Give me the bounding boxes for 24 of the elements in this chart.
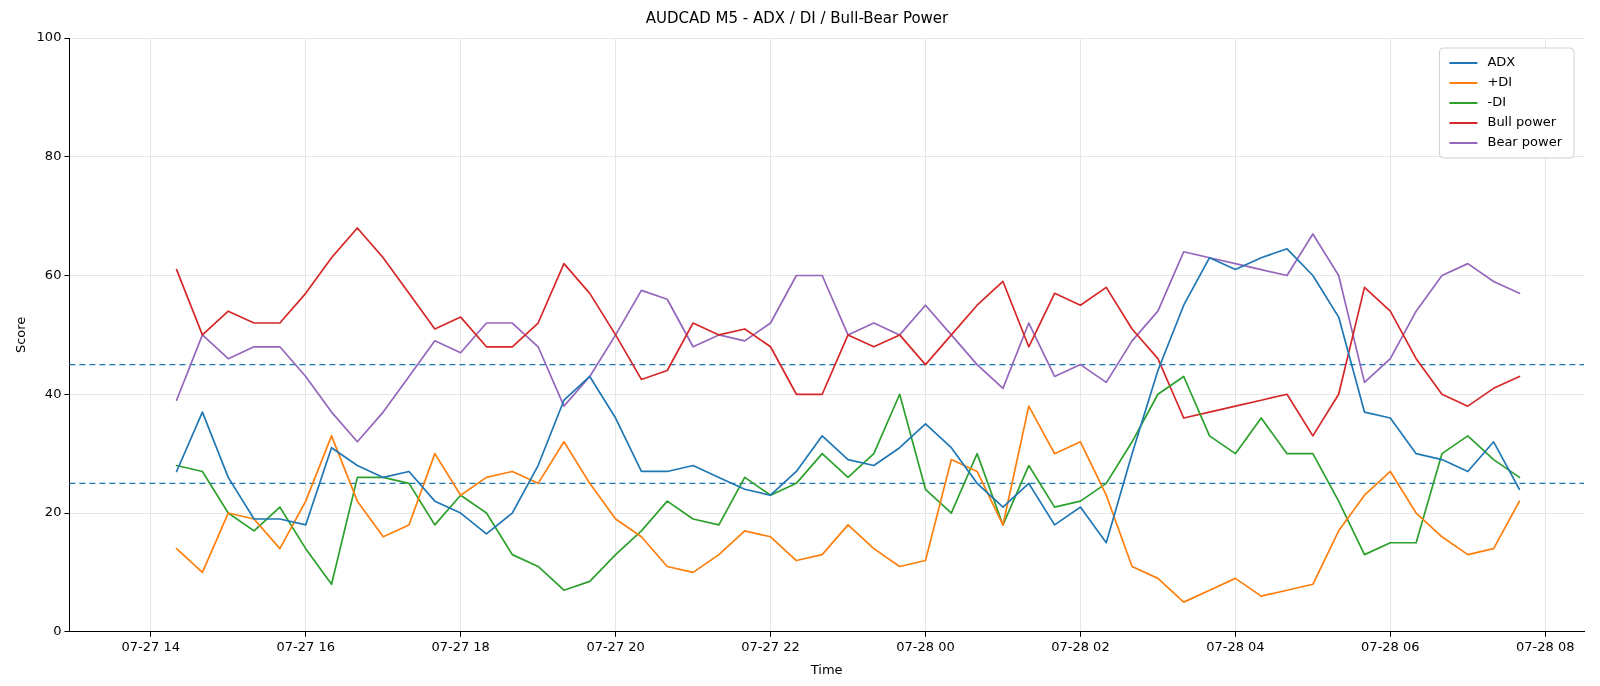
x-tick-label: 07-27 20 [586,638,645,654]
x-tick-label: 07-28 02 [1051,638,1110,654]
y-axis-title: Score [13,316,29,354]
y-tick-label: 60 [44,266,62,282]
x-tick-label: 07-27 16 [276,638,335,654]
x-axis-title: Time [809,661,843,677]
x-tick-label: 07-27 22 [741,638,800,654]
x-tick-label: 07-27 18 [431,638,490,654]
legend-label: -DI [1487,94,1507,110]
x-tick-label: 07-27 14 [121,638,180,654]
legend-label: ADX [1487,54,1516,70]
legend-label: +DI [1487,74,1513,90]
y-tick-label: 100 [36,29,62,45]
y-tick-label: 40 [44,385,62,401]
legend-label: Bull power [1487,114,1557,130]
x-tick-label: 07-28 04 [1206,638,1265,654]
y-tick-label: 0 [53,623,62,639]
legend-label: Bear power [1487,134,1563,150]
x-tick-label: 07-28 06 [1361,638,1420,654]
y-tick-label: 20 [44,504,62,520]
x-tick-label: 07-28 00 [896,638,955,654]
chart-title: AUDCAD M5 - ADX / DI / Bull-Bear Power [645,8,950,27]
x-tick-label: 07-28 08 [1516,638,1575,654]
y-tick-label: 80 [44,148,62,164]
